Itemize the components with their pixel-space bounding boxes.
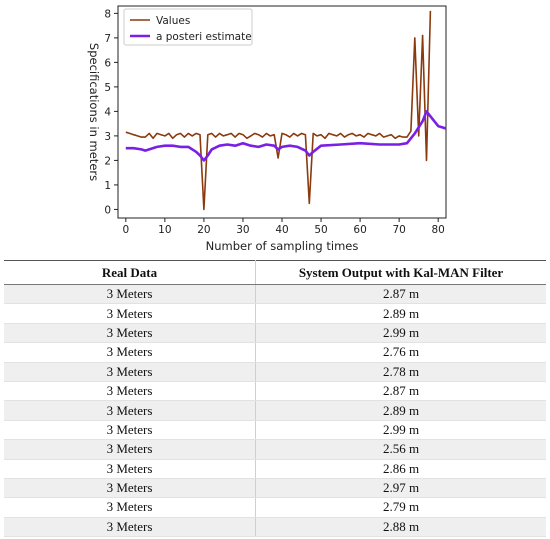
table-row: 3 Meters 2.86 m [4,459,546,479]
cell-system-output: 2.89 m [255,303,546,324]
x-tick-label: 80 [432,224,445,236]
x-tick-label: 60 [353,224,366,236]
cell-system-output: 2.78 m [255,362,546,382]
cell-system-output: 2.86 m [255,459,546,479]
table-row: 3 Meters 2.87 m [4,381,546,402]
legend-label: a posteri estimate [156,31,252,43]
results-table: Real Data System Output with Kal-MAN Fil… [4,260,546,538]
cell-system-output: 2.79 m [255,497,546,518]
series-line-values [125,10,432,211]
series-line-posteri-estimate [125,110,447,162]
y-tick-label: 6 [104,57,111,69]
cell-real-data: 3 Meters [4,459,256,479]
cell-system-output: 2.87 m [255,381,546,402]
cell-system-output: 2.99 m [255,420,546,441]
cell-real-data: 3 Meters [4,497,256,518]
table-row: 3 Meters 2.78 m [4,362,546,382]
table-row: 3 Meters 2.87 m [4,284,546,305]
y-tick-label: 8 [104,8,111,20]
table-row: 3 Meters 2.56 m [4,439,546,460]
y-tick-label: 1 [104,180,111,192]
table-row: 3 Meters 2.76 m [4,342,546,363]
table-row: 3 Meters 2.89 m [4,400,546,421]
table-header-row: Real Data System Output with Kal-MAN Fil… [4,260,546,285]
x-tick-label: 40 [275,224,288,236]
table-row: 3 Meters 2.99 m [4,323,546,344]
header-system-output: System Output with Kal-MAN Filter [255,260,546,285]
y-axis-title: Specifications in meters [87,43,101,181]
x-tick-label: 50 [314,224,327,236]
table-row: 3 Meters 2.99 m [4,420,546,441]
x-tick-label: 30 [236,224,249,236]
table-row: 3 Meters 2.97 m [4,478,546,499]
cell-system-output: 2.97 m [255,478,546,499]
cell-real-data: 3 Meters [4,284,256,305]
cell-system-output: 2.99 m [255,323,546,344]
cell-real-data: 3 Meters [4,323,256,344]
table-row: 3 Meters 2.79 m [4,497,546,518]
x-axis-title: Number of sampling times [206,239,359,253]
x-tick-label: 20 [197,224,210,236]
y-tick-label: 0 [104,204,111,216]
cell-system-output: 2.76 m [255,342,546,363]
cell-real-data: 3 Meters [4,303,256,324]
y-tick-label: 2 [104,155,111,167]
x-tick-label: 70 [392,224,405,236]
cell-system-output: 2.56 m [255,439,546,460]
line-chart: 0 10 20 30 40 50 60 70 80 0 1 2 3 4 5 6 7 8 Number of samp… [87,5,447,253]
cell-real-data: 3 Meters [4,478,256,499]
legend-box [123,8,253,46]
y-tick-label: 4 [104,106,111,118]
legend-label: Values [156,15,190,27]
cell-real-data: 3 Meters [4,362,256,382]
x-tick-label: 10 [158,224,171,236]
cell-real-data: 3 Meters [4,381,256,402]
x-tick-label: 0 [122,224,129,236]
cell-system-output: 2.88 m [255,517,546,538]
table-row: 3 Meters 2.89 m [4,303,546,324]
cell-system-output: 2.89 m [255,400,546,421]
cell-real-data: 3 Meters [4,420,256,441]
y-tick-label: 3 [104,131,111,143]
cell-real-data: 3 Meters [4,400,256,421]
y-tick-label: 7 [104,33,111,45]
cell-system-output: 2.87 m [255,284,546,305]
cell-real-data: 3 Meters [4,517,256,538]
cell-real-data: 3 Meters [4,342,256,363]
cell-real-data: 3 Meters [4,439,256,460]
y-tick-label: 5 [104,82,111,94]
header-real-data: Real Data [4,260,256,285]
table-row: 3 Meters 2.88 m [4,517,546,538]
